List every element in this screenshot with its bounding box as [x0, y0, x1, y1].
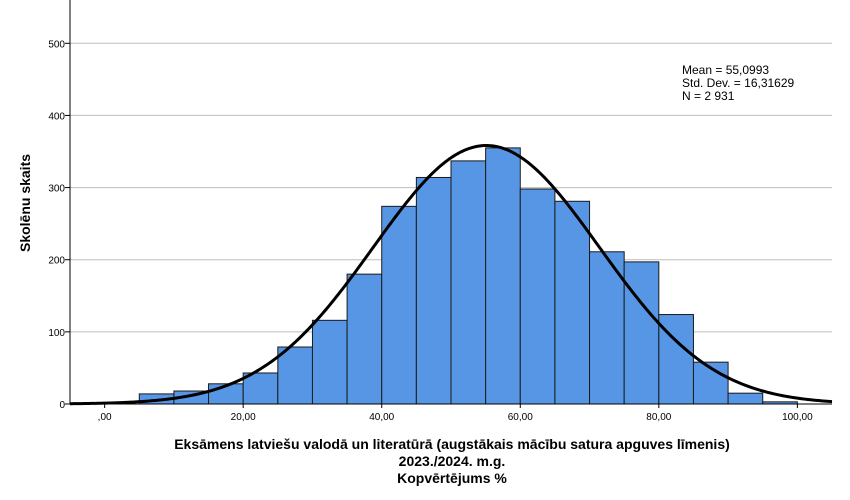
y-tick-label: 300 — [48, 184, 65, 195]
histogram-bar — [554, 200, 591, 405]
y-axis-label: Skolēnu skaits — [17, 154, 33, 252]
stat-n: N = 2 931 — [682, 89, 735, 103]
histogram-bar — [415, 176, 452, 405]
y-tick-label: 100 — [48, 328, 65, 339]
x-tick-label: 80,00 — [646, 412, 671, 423]
x-tick-label: 20,00 — [231, 412, 256, 423]
y-tick-label: 0 — [59, 400, 65, 411]
y-tick-labels: 0 100 200 300 400 500 — [48, 39, 65, 411]
x-tick-label: 100,00 — [782, 412, 813, 423]
histogram-bar — [727, 392, 764, 405]
bar-series — [138, 147, 798, 405]
histogram-bar — [346, 273, 383, 405]
y-tick-label: 400 — [48, 111, 65, 122]
histogram-bar — [450, 160, 487, 405]
histogram-bar — [277, 346, 313, 405]
histogram-bar — [519, 188, 556, 405]
stat-std-dev: Std. Dev. = 16,31629 — [682, 76, 795, 90]
histogram-bar — [623, 261, 660, 405]
histogram-bar — [485, 147, 521, 405]
x-axis-label-line-3: Kopvērtējums % — [397, 470, 507, 486]
y-tick-label: 500 — [48, 39, 65, 50]
normal-curve — [69, 143, 833, 406]
x-tick-label: 40,00 — [369, 412, 394, 423]
x-tick-label: ,00 — [98, 412, 112, 423]
histogram-bar — [311, 319, 348, 405]
y-tick-label: 200 — [48, 256, 65, 267]
histogram-bar — [381, 205, 417, 405]
histogram-bar — [242, 372, 279, 405]
x-axis-label-line-1: Eksāmens latviešu valodā un literatūrā (… — [174, 436, 730, 452]
x-tick-label: 60,00 — [508, 412, 533, 423]
stats-box: Mean = 55,0993 Std. Dev. = 16,31629 N = … — [682, 63, 795, 103]
x-axis-label-line-2: 2023./2024. m.g. — [399, 453, 506, 469]
stat-mean: Mean = 55,0993 — [682, 63, 769, 77]
x-tick-labels: ,00 20,00 40,00 60,00 80,00 100,00 — [98, 404, 813, 423]
